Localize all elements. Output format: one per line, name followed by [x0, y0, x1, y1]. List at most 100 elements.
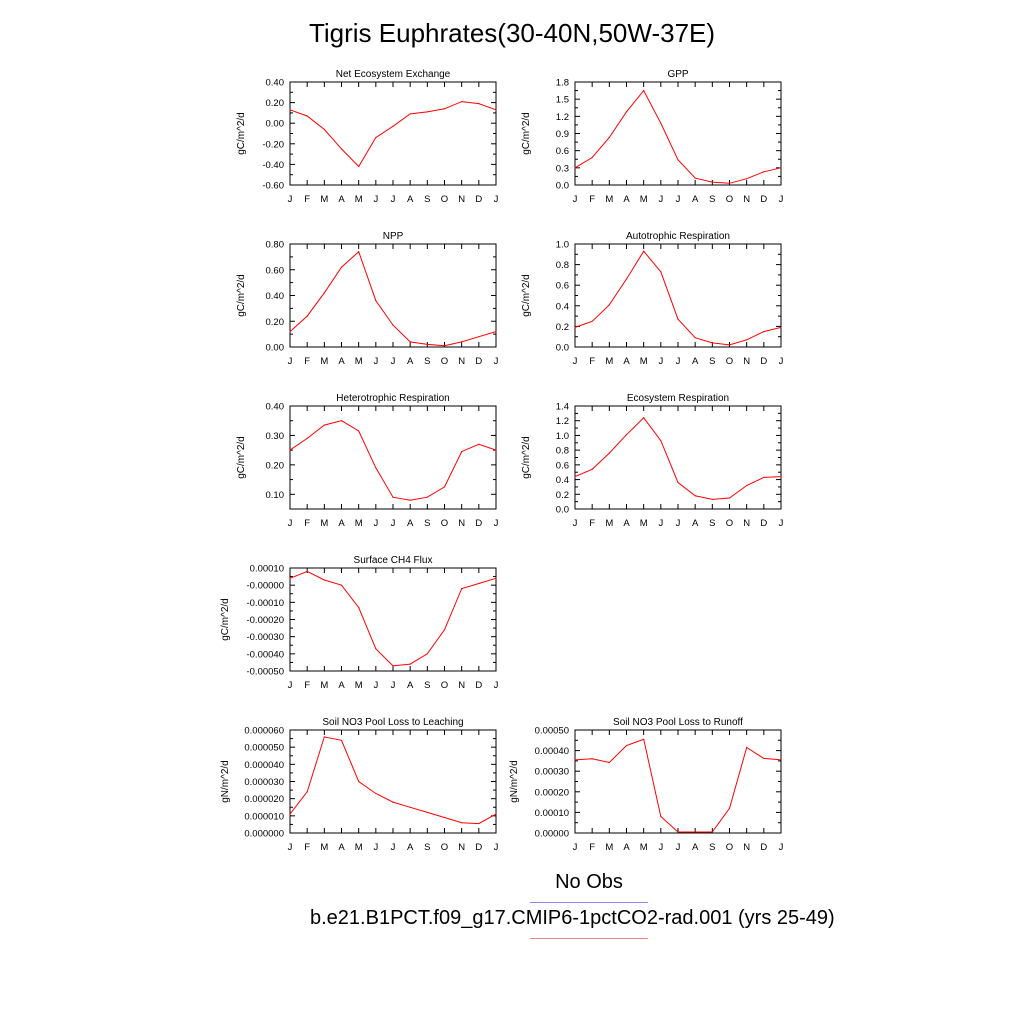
y-tick-label: 0.0 [556, 505, 569, 516]
x-tick-label: J [373, 194, 378, 205]
y-tick-label: 0.00030 [535, 767, 569, 778]
x-tick-label: J [779, 194, 784, 205]
panel-title: Net Ecosystem Exchange [336, 69, 451, 80]
y-tick-label: -0.00010 [246, 598, 284, 609]
data-point [574, 759, 576, 761]
y-tick-label: -0.00050 [246, 667, 284, 678]
data-point [643, 417, 645, 419]
x-tick-label: N [458, 680, 465, 691]
chart-panel: Heterotrophic Respiration 0.10 0.20 0.30 0.4… [236, 393, 499, 529]
x-tick-label: F [304, 680, 310, 691]
data-point [306, 115, 308, 117]
data-point [443, 345, 446, 347]
data-point [780, 759, 782, 761]
x-tick-label: D [760, 194, 767, 205]
y-tick-label: 0.30 [266, 431, 285, 442]
data-point [728, 344, 731, 346]
x-tick-label: M [640, 356, 648, 367]
data-point [495, 449, 497, 451]
x-tick-label: S [424, 356, 430, 367]
x-tick-label: M [355, 356, 363, 367]
x-tick-label: J [658, 356, 663, 367]
x-tick-label: M [355, 680, 363, 691]
x-tick-label: M [605, 356, 613, 367]
x-tick-label: J [391, 842, 396, 853]
data-point [746, 178, 748, 180]
x-tick-label: A [407, 356, 414, 367]
x-tick-label: S [709, 842, 715, 853]
data-point [643, 738, 645, 740]
y-tick-label: 0.3 [556, 163, 569, 174]
data-point [780, 476, 782, 478]
x-tick-label: F [304, 842, 310, 853]
y-tick-label: 1.0 [556, 240, 569, 251]
y-tick-label: -0.00020 [246, 615, 284, 626]
data-point [461, 100, 463, 103]
data-point [289, 813, 291, 815]
data-point [323, 292, 325, 294]
data-point [392, 665, 394, 667]
y-tick-label: 0.2 [556, 322, 569, 333]
y-axis-label: gC/m^2/d [220, 598, 231, 641]
data-point [660, 271, 662, 273]
data-point [780, 326, 782, 329]
data-point [392, 324, 394, 326]
x-tick-label: J [676, 194, 681, 205]
plot-frame [289, 567, 497, 672]
y-tick-label: -0.00000 [246, 581, 284, 592]
data-point [625, 744, 628, 747]
x-tick-label: D [475, 356, 482, 367]
x-tick-label: J [494, 356, 499, 367]
x-tick-label: A [407, 518, 414, 529]
x-tick-label: J [288, 356, 293, 367]
data-point [375, 467, 377, 469]
page-title: Tigris Euphrates(30-40N,50W-37E) [308, 18, 716, 48]
x-tick-label: D [475, 518, 482, 529]
y-tick-label: 1.2 [556, 112, 569, 123]
data-point [358, 780, 360, 783]
y-tick-label: 1.4 [556, 402, 569, 413]
x-tick-label: N [743, 194, 750, 205]
data-point [358, 251, 360, 253]
panel-title: Autotrophic Respiration [626, 231, 730, 242]
y-tick-label: 0.000040 [244, 760, 284, 771]
data-point [677, 159, 679, 161]
x-tick-label: M [355, 518, 363, 529]
plot-frame [574, 243, 782, 348]
x-tick-label: J [391, 356, 396, 367]
data-point [763, 171, 765, 173]
series-line [289, 250, 497, 347]
y-tick-label: 0.000050 [244, 743, 284, 754]
data-point [461, 341, 463, 343]
x-tick-label: F [589, 518, 595, 529]
x-tick-label: M [605, 518, 613, 529]
x-tick-label: M [355, 194, 363, 205]
x-tick-label: J [573, 842, 578, 853]
data-point [694, 831, 696, 833]
x-tick-label: O [726, 356, 733, 367]
x-tick-label: A [692, 518, 699, 529]
y-tick-label: -0.20 [262, 139, 284, 150]
x-tick-label: J [658, 518, 663, 529]
x-tick-label: A [692, 842, 699, 853]
x-tick-label: N [458, 356, 465, 367]
y-axis-label: gC/m^2/d [521, 112, 532, 155]
panel-title: Ecosystem Respiration [627, 393, 729, 404]
plot-frame [574, 729, 782, 834]
x-tick-label: S [709, 518, 715, 529]
panel-title: Surface CH4 Flux [354, 555, 433, 566]
x-tick-label: A [338, 680, 345, 691]
x-tick-label: J [288, 518, 293, 529]
panel-title: Heterotrophic Respiration [336, 393, 449, 404]
x-tick-label: J [573, 518, 578, 529]
x-tick-label: M [320, 194, 328, 205]
x-tick-label: N [458, 518, 465, 529]
data-point [728, 497, 731, 499]
plot-frame [289, 243, 497, 348]
y-tick-label: -0.00040 [246, 649, 284, 660]
y-tick-label: 0.6 [556, 460, 569, 471]
y-axis-label: gC/m^2/d [236, 436, 247, 479]
y-tick-label: 0.0 [556, 181, 569, 192]
data-point [711, 342, 713, 344]
